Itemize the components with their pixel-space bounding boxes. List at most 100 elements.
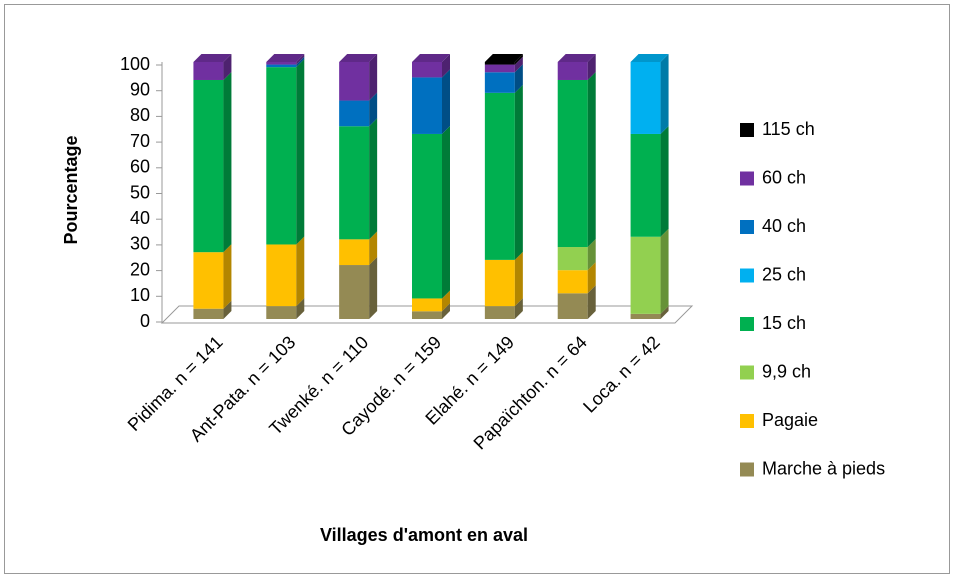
bar-segment-side bbox=[369, 257, 378, 319]
bar-segment bbox=[193, 252, 224, 309]
bar-segment-side bbox=[660, 125, 669, 237]
bar-segment bbox=[630, 236, 661, 314]
bar-segment-side bbox=[369, 231, 378, 266]
bar-segment-side bbox=[514, 64, 523, 93]
bar-segment-side bbox=[587, 262, 596, 294]
bar-segment-side bbox=[369, 92, 378, 127]
bar-segment bbox=[557, 247, 588, 271]
legend-swatch bbox=[740, 317, 754, 331]
bar-segment-side bbox=[296, 54, 305, 65]
bar-segment-side bbox=[587, 71, 596, 248]
bar-segment-side bbox=[223, 54, 232, 80]
bar-top bbox=[630, 54, 669, 62]
y-tick-label: 100 bbox=[120, 54, 150, 74]
bar-segment-side bbox=[369, 118, 378, 240]
bar-segment-side bbox=[223, 300, 232, 319]
y-tick-label: 70 bbox=[130, 131, 150, 151]
legend-label: 40 ch bbox=[762, 216, 806, 236]
x-axis-title: Villages d'amont en aval bbox=[320, 525, 528, 545]
bar-segment bbox=[412, 311, 442, 319]
legend-swatch bbox=[740, 171, 754, 186]
legend-label: Pagaie bbox=[762, 410, 818, 430]
bar-segment-side bbox=[442, 303, 450, 319]
bar-segment bbox=[412, 62, 442, 78]
bar-segment-side bbox=[296, 59, 305, 245]
bar-segment bbox=[630, 313, 661, 319]
bar-segment-side bbox=[369, 54, 378, 101]
bar-segment-side bbox=[296, 298, 305, 319]
y-tick-label: 50 bbox=[130, 182, 150, 202]
bar-top bbox=[193, 54, 232, 62]
bar-segment-side bbox=[660, 228, 669, 314]
bar-top bbox=[266, 54, 305, 62]
bar-segment bbox=[266, 62, 297, 65]
legend-label: 9,9 ch bbox=[762, 361, 811, 381]
y-tick-label: 20 bbox=[130, 259, 150, 279]
legend-swatch bbox=[740, 462, 754, 477]
bar-segment-side bbox=[514, 54, 523, 65]
bar-segment-side bbox=[660, 305, 669, 319]
y-tick-label: 40 bbox=[130, 208, 150, 228]
bar-segment-side bbox=[442, 290, 450, 312]
bar-segment-side bbox=[514, 56, 523, 73]
y-tick-label: 0 bbox=[140, 311, 150, 331]
bar-segment-side bbox=[514, 84, 523, 260]
y-tick-label: 60 bbox=[130, 157, 150, 177]
bar-segment-side bbox=[587, 239, 596, 271]
bar-segment-side bbox=[514, 251, 523, 307]
bar-segment bbox=[412, 133, 442, 299]
bar-segment bbox=[193, 308, 224, 319]
legend-label: 60 ch bbox=[762, 167, 806, 187]
bar-segment-side bbox=[587, 54, 596, 80]
bar-segment bbox=[339, 239, 370, 266]
legend-swatch bbox=[740, 220, 754, 234]
bar-top bbox=[339, 54, 378, 62]
bar-segment-side bbox=[660, 54, 669, 134]
legend-swatch bbox=[740, 268, 754, 283]
bar-segment-side bbox=[587, 285, 596, 319]
y-tick-label: 10 bbox=[130, 285, 150, 305]
bar-segment-side bbox=[296, 236, 305, 307]
y-tick-label: 80 bbox=[130, 105, 150, 125]
bar-segment-side bbox=[442, 69, 450, 134]
bar-segment bbox=[266, 244, 297, 307]
legend-swatch bbox=[740, 365, 754, 380]
bar-segment-side bbox=[296, 56, 305, 68]
legend-label: 15 ch bbox=[762, 313, 806, 333]
bar-segment bbox=[266, 306, 297, 319]
y-tick-label: 90 bbox=[130, 79, 150, 99]
bar-segment bbox=[557, 62, 588, 80]
bar-segment-side bbox=[442, 125, 450, 299]
legend-swatch bbox=[740, 123, 754, 137]
bar-segment bbox=[557, 293, 588, 319]
bar-segment bbox=[630, 62, 661, 134]
bar-segment bbox=[339, 265, 370, 319]
bar-top bbox=[557, 54, 596, 62]
bar-segment bbox=[266, 64, 297, 68]
legend-label: 115 ch bbox=[762, 119, 815, 139]
y-tick-label: 30 bbox=[130, 234, 150, 254]
legend-label: Marche à pieds bbox=[762, 458, 885, 478]
bar-segment-side bbox=[223, 244, 232, 309]
bar-segment bbox=[557, 270, 588, 294]
bar-segment bbox=[412, 298, 442, 312]
bar-segment-side bbox=[223, 71, 232, 253]
bar-segment bbox=[484, 259, 515, 307]
bar-segment bbox=[412, 77, 442, 134]
legend-swatch bbox=[740, 414, 754, 428]
bar-top bbox=[484, 54, 523, 62]
bar-segment-side bbox=[442, 54, 450, 78]
bar-segment bbox=[484, 72, 515, 93]
bar-segment bbox=[484, 306, 515, 319]
bar-top bbox=[412, 54, 450, 62]
bar-segment bbox=[339, 126, 370, 240]
bar-segment bbox=[266, 67, 297, 245]
bar-segment bbox=[557, 79, 588, 248]
bar-segment bbox=[630, 133, 661, 237]
bar-segment-side bbox=[514, 298, 523, 319]
y-axis-title: Pourcentage bbox=[61, 135, 81, 244]
bar-segment bbox=[484, 62, 515, 65]
bar-segment bbox=[484, 92, 515, 260]
legend-label: 25 ch bbox=[762, 264, 806, 284]
